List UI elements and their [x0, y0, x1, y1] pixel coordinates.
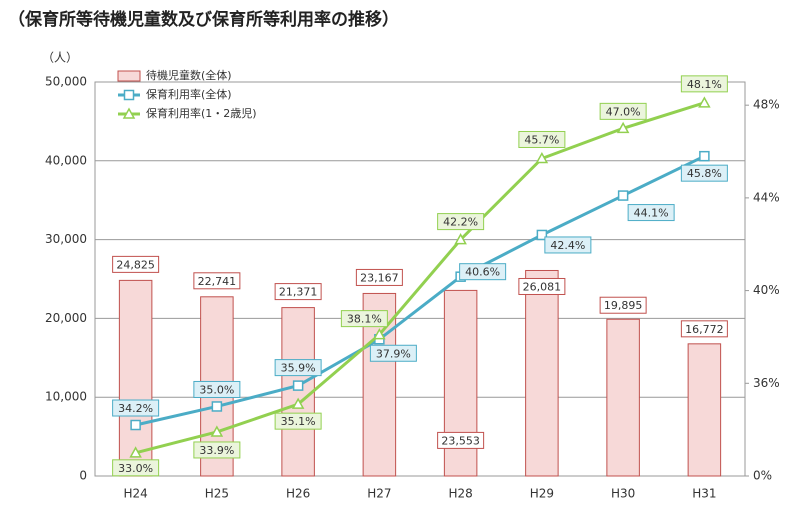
- marker: [211, 401, 223, 412]
- y-tick-label: 10,000: [45, 390, 87, 404]
- data-label-box: [599, 102, 647, 120]
- data-label: 48.1%: [687, 78, 722, 91]
- y-tick-label: 30,000: [45, 232, 87, 246]
- data-label: 33.0%: [118, 462, 153, 475]
- x-tick-label: H24: [123, 487, 147, 501]
- y-tick-label: 40,000: [45, 153, 87, 167]
- data-label-box: [274, 359, 322, 377]
- marker: [616, 121, 630, 134]
- data-label-box: [518, 277, 566, 295]
- data-label-box: [680, 75, 728, 93]
- data-label: 45.7%: [524, 133, 559, 146]
- bar: [525, 269, 559, 477]
- data-label-box: [340, 310, 388, 328]
- x-tick-label: H26: [286, 487, 310, 501]
- data-label: 40.6%: [465, 266, 500, 279]
- data-label: 44.1%: [634, 207, 669, 220]
- data-label: 26,081: [523, 280, 562, 293]
- data-label: 35.1%: [281, 415, 316, 428]
- data-label-box: [599, 296, 647, 314]
- data-label: 47.0%: [606, 105, 641, 118]
- line: [135, 154, 706, 427]
- x-tick-label: H29: [530, 487, 554, 501]
- marker: [210, 425, 224, 437]
- data-label: 23,167: [360, 271, 399, 284]
- data-label: 23,553: [441, 434, 480, 447]
- data-label: 24,825: [116, 258, 155, 271]
- data-label: 42.2%: [443, 216, 478, 229]
- marker: [129, 446, 142, 458]
- marker: [536, 229, 548, 241]
- y-axis-label: （人）: [42, 51, 78, 65]
- x-tick-label: H30: [611, 487, 635, 501]
- data-label-box: [437, 431, 485, 449]
- marker: [699, 150, 710, 162]
- data-label: 19,895: [604, 299, 643, 312]
- data-label-box: [459, 263, 507, 281]
- legend-label: 待機児童数(全体): [146, 68, 232, 82]
- data-label-box: [274, 412, 322, 430]
- data-label-box: [193, 441, 241, 459]
- y-tick-label: 0: [79, 469, 87, 483]
- data-label-box: [112, 399, 160, 417]
- marker: [292, 380, 304, 391]
- data-label-box: [193, 380, 241, 398]
- legend-swatch: [117, 70, 141, 82]
- data-label-box: [680, 320, 728, 338]
- x-tick-label: H25: [205, 487, 229, 501]
- data-label-box: [355, 268, 403, 286]
- x-tick-label: H31: [692, 487, 716, 501]
- y-tick-label: 20,000: [45, 311, 87, 325]
- legend-label: 保育利用率(全体): [146, 87, 232, 101]
- y-tick-label: 50,000: [45, 75, 87, 89]
- data-label: 34.2%: [118, 402, 153, 415]
- x-tick-label: H28: [448, 487, 472, 501]
- y2-tick-label: 40%: [753, 283, 780, 297]
- marker: [373, 328, 386, 340]
- y2-tick-label: 44%: [753, 190, 780, 204]
- data-label-box: [437, 213, 485, 231]
- data-label-box: [518, 130, 566, 148]
- marker: [535, 151, 549, 164]
- data-label: 42.4%: [550, 239, 585, 252]
- marker: [454, 233, 467, 245]
- data-label-box: [544, 236, 592, 254]
- data-label: 38.1%: [347, 313, 382, 326]
- bar: [606, 318, 640, 477]
- data-label-box: [627, 204, 675, 222]
- y2-tick-label: 0%: [753, 469, 772, 483]
- data-label: 16,772: [685, 323, 724, 336]
- line: [135, 101, 705, 455]
- marker: [291, 397, 305, 409]
- chart-title: （保育所等待機児童数及び保育所等利用率の推移）: [8, 9, 399, 30]
- data-label-box: [112, 255, 160, 273]
- data-label-box: [369, 344, 417, 362]
- x-tick-label: H27: [367, 487, 391, 501]
- bar: [281, 307, 315, 477]
- plot-frame: [94, 81, 746, 477]
- y2-tick-label: 48%: [753, 98, 780, 112]
- data-label: 45.8%: [687, 167, 722, 180]
- y2-tick-label: 36%: [753, 376, 780, 390]
- data-label: 37.9%: [376, 347, 411, 360]
- marker: [698, 96, 711, 108]
- bar: [118, 279, 153, 477]
- marker: [123, 89, 135, 101]
- data-label: 22,741: [198, 275, 237, 288]
- data-label-box: [193, 272, 241, 290]
- legend-label: 保育利用率(1・2歳児): [146, 106, 257, 120]
- data-label-box: [112, 459, 160, 477]
- data-label: 33.9%: [199, 444, 234, 457]
- data-label-box: [274, 283, 322, 301]
- data-label: 21,371: [279, 286, 318, 299]
- marker: [122, 107, 136, 119]
- data-label: 35.0%: [199, 383, 234, 396]
- data-label-box: [680, 164, 728, 182]
- bar: [687, 343, 722, 477]
- marker: [130, 419, 141, 431]
- data-label: 35.9%: [281, 362, 316, 375]
- marker: [617, 190, 629, 201]
